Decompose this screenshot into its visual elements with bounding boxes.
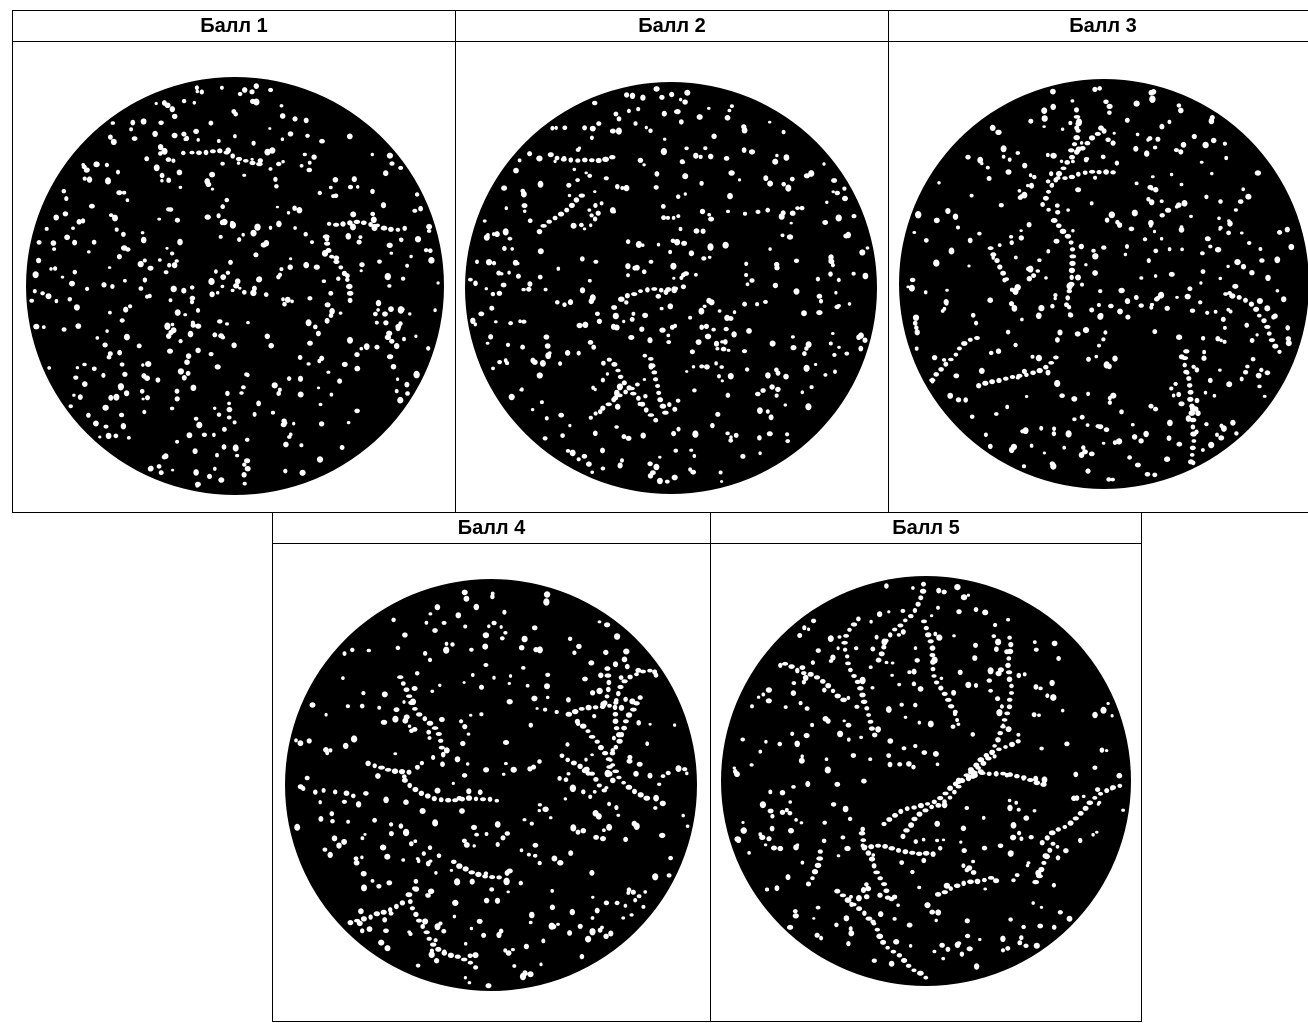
panel-score-1: Балл 1 bbox=[12, 10, 456, 513]
panel-title: Балл 5 bbox=[711, 513, 1141, 544]
panel-title: Балл 2 bbox=[456, 11, 888, 42]
micrograph-image bbox=[26, 77, 444, 495]
micrograph-image bbox=[721, 576, 1131, 986]
panel-score-4: Балл 4 bbox=[272, 512, 711, 1022]
panel-title: Балл 4 bbox=[273, 513, 710, 544]
micrograph-image bbox=[285, 579, 697, 991]
panel-score-5: Балл 5 bbox=[710, 512, 1142, 1022]
panel-score-3: Балл 3 bbox=[888, 10, 1308, 513]
panel-score-2: Балл 2 bbox=[455, 10, 889, 513]
micrograph-image bbox=[899, 79, 1308, 489]
micrograph-image bbox=[465, 82, 877, 494]
panel-title: Балл 1 bbox=[13, 11, 455, 42]
panel-title: Балл 3 bbox=[889, 11, 1308, 42]
